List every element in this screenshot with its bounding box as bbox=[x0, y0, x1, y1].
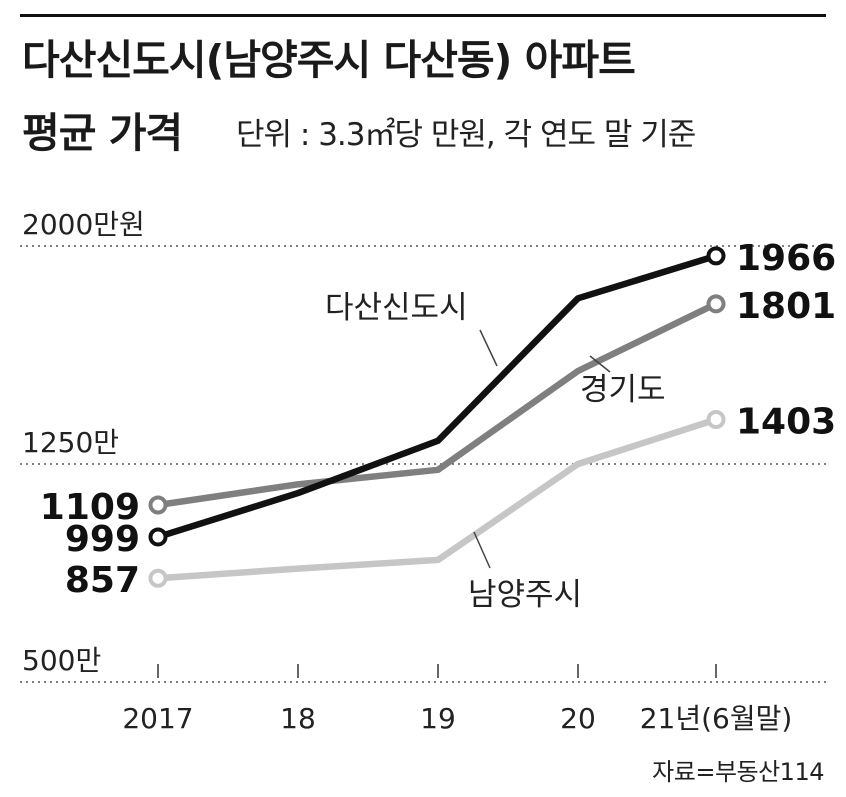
chart-title-line1: 다산신도시(남양주시 다산동) 아파트 bbox=[22, 36, 636, 84]
series-leader-0 bbox=[479, 329, 498, 367]
series-line-1 bbox=[154, 300, 720, 509]
series-point-1-0 bbox=[148, 495, 168, 515]
series-name-label-2: 남양주시 bbox=[468, 577, 582, 613]
x-tick-label-2: 19 bbox=[420, 702, 456, 735]
y-tick-label-1250: 1250만 bbox=[22, 426, 119, 459]
start-value-label-1: 1109 bbox=[40, 487, 140, 528]
x-tick-label-0: 2017 bbox=[122, 702, 193, 735]
series-point-0-0 bbox=[148, 527, 168, 547]
top-rule bbox=[20, 14, 826, 17]
chart-subtitle: 단위 : 3.3㎡당 만원, 각 연도 말 기준 bbox=[236, 117, 696, 153]
x-tick-label-4: 21년(6월말) bbox=[640, 702, 793, 735]
series-leader-2 bbox=[473, 531, 491, 569]
end-value-label-2: 1403 bbox=[736, 402, 836, 443]
series-name-label-0: 다산신도시 bbox=[325, 290, 468, 326]
series-line-0 bbox=[154, 252, 720, 541]
series-leader-1 bbox=[589, 355, 611, 373]
end-value-label-0: 1966 bbox=[736, 238, 836, 279]
y-tick-label-500: 500만 bbox=[22, 644, 101, 677]
series-point-1-4 bbox=[706, 294, 726, 314]
series-line-2 bbox=[154, 416, 720, 582]
series-point-2-4 bbox=[706, 410, 726, 430]
series-point-0-4 bbox=[706, 246, 726, 266]
x-tick-label-1: 18 bbox=[280, 702, 316, 735]
start-value-label-2: 857 bbox=[65, 560, 140, 601]
y-tick-label-2000: 2000만원 bbox=[22, 208, 145, 241]
source-note: 자료=부동산114 bbox=[652, 758, 824, 786]
series-point-2-0 bbox=[148, 568, 168, 588]
chart-title-line2: 평균 가격 bbox=[22, 109, 183, 157]
start-value-label-0: 999 bbox=[65, 519, 140, 560]
series-name-label-1: 경기도 bbox=[580, 372, 666, 408]
end-value-label-1: 1801 bbox=[736, 286, 836, 327]
x-tick-label-3: 20 bbox=[560, 702, 596, 735]
